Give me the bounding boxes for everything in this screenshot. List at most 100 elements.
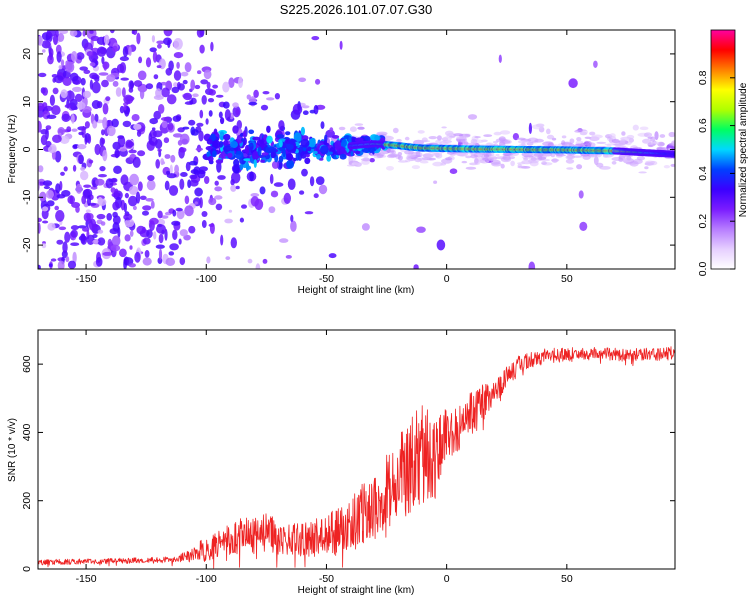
spectrogram-noise-cell <box>88 218 97 231</box>
spectrogram-faint-cell <box>613 143 624 146</box>
spectrogram-transition-cell <box>223 133 231 141</box>
spectrogram-faint-cell <box>397 152 403 156</box>
spectrogram-noise-cell <box>97 229 104 234</box>
spectrogram-noise-cell <box>96 213 106 220</box>
spectrogram-noise-cell <box>48 263 53 268</box>
spectrogram-noise-cell <box>42 206 49 212</box>
spectrogram-faint-cell <box>561 135 567 139</box>
spectrogram-noise-cell <box>578 190 584 199</box>
spectrogram-noise-cell <box>150 200 155 209</box>
spectrogram-faint-cell <box>523 155 534 158</box>
spectrogram-faint-cell <box>517 165 528 169</box>
spectrogram-noise-cell <box>38 165 44 173</box>
spectrogram-noise-cell <box>188 119 196 126</box>
spectrogram-noise-cell <box>179 229 188 237</box>
snr-y-tick-label: 600 <box>21 355 33 373</box>
spectrogram-noise-cell <box>103 61 108 71</box>
spectrogram-noise-cell <box>153 74 159 80</box>
spectrogram-noise-cell <box>196 122 204 127</box>
spectrogram-noise-cell <box>46 190 54 199</box>
spectrogram-noise-cell <box>177 83 185 91</box>
spectrogram-faint-cell <box>565 155 574 160</box>
spectrogram-cells <box>38 30 675 269</box>
spectrogram-noise-cell <box>60 171 65 176</box>
spectrogram-noise-cell <box>191 129 199 136</box>
spectrogram-noise-cell <box>87 195 91 207</box>
spectrogram-noise-cell <box>123 202 127 213</box>
spectrogram-noise-cell <box>65 61 75 73</box>
spectrogram-faint-cell <box>546 128 551 135</box>
spectrogram-noise-cell <box>115 87 122 97</box>
spectrogram-noise-cell <box>357 126 365 130</box>
spectrogram-noise-cell <box>313 193 319 199</box>
spectrogram-faint-cell <box>547 142 554 147</box>
spectrogram-noise-cell <box>56 194 66 199</box>
spectrogram-noise-cell <box>120 174 129 186</box>
spectrogram-transition-cell <box>323 140 328 146</box>
spectrogram-transition-cell <box>243 158 252 162</box>
spectrogram-noise-cell <box>128 195 138 207</box>
spectrogram-noise-cell <box>47 222 56 231</box>
spectrogram-noise-cell <box>70 242 80 246</box>
spectrogram-noise-cell <box>38 35 44 46</box>
spectrogram-noise-cell <box>110 30 115 34</box>
spectrogram-noise-cell <box>274 93 280 100</box>
spectrogram-noise-cell <box>74 93 83 102</box>
spectrogram-noise-cell <box>47 54 54 65</box>
spectrogram-transition-cell <box>293 132 302 143</box>
spectrogram-noise-cell <box>128 87 134 93</box>
spectrogram-transition-cell <box>331 135 340 139</box>
spectrogram-noise-cell <box>152 50 158 63</box>
spectrogram-transition-cell <box>270 151 276 159</box>
spectrogram-noise-cell <box>302 110 309 115</box>
spectrogram-transition-cell <box>355 150 361 155</box>
spectrogram-noise-cell <box>43 185 51 190</box>
spectrogram-x-tick-label: 50 <box>561 273 573 285</box>
spectrogram-noise-cell <box>175 207 183 212</box>
spectrogram-noise-cell <box>173 38 183 50</box>
spectrogram-x-tick-label: -100 <box>196 273 217 285</box>
spectrogram-noise-cell <box>54 75 64 84</box>
spectrogram-noise-cell <box>172 229 178 241</box>
spectrogram-noise-cell <box>57 260 65 269</box>
spectrogram-x-tick-label: 0 <box>444 273 450 285</box>
spectrogram-noise-cell <box>52 87 59 95</box>
spectrogram-faint-cell <box>621 131 626 136</box>
spectrogram-noise-cell <box>196 30 204 38</box>
snr-y-tick-label: 200 <box>21 492 33 510</box>
spectrogram-noise-cell <box>157 43 162 49</box>
spectrogram-noise-cell <box>270 190 279 198</box>
spectrogram-y-ticks: -20 -10 0 10 20 <box>21 48 675 253</box>
spectrogram-noise-cell <box>50 258 57 262</box>
spectrogram-transition-cell <box>300 138 310 148</box>
spectrogram-noise-cell <box>206 81 211 89</box>
spectrogram-noise-cell <box>101 56 105 65</box>
spectrogram-noise-cell <box>157 148 162 152</box>
spectrogram-faint-cell <box>411 165 420 170</box>
spectrogram-noise-cell <box>249 171 254 182</box>
spectrogram-transition-cell <box>313 150 318 155</box>
spectrogram-noise-cell <box>119 248 127 258</box>
spectrogram-noise-cell <box>165 257 176 266</box>
spectrogram-faint-cell <box>348 156 357 161</box>
spectrogram-noise-cell <box>54 205 59 211</box>
spectrogram-noise-cell <box>83 69 91 75</box>
spectrogram-noise-cell <box>179 178 185 190</box>
spectrogram-noise-cell <box>122 120 132 128</box>
spectrogram-noise-cell <box>98 174 107 178</box>
spectrogram-faint-cell <box>404 149 414 155</box>
spectrogram-transition-cell <box>212 140 221 149</box>
spectrogram-noise-cell <box>75 205 80 213</box>
spectrogram-faint-cell <box>351 162 360 166</box>
spectrogram-noise-cell <box>145 198 154 202</box>
spectrogram-faint-cell <box>574 130 583 133</box>
spectrogram-faint-cell <box>527 137 539 143</box>
spectrogram-noise-cell <box>156 224 166 234</box>
spectrogram-noise-cell <box>54 150 62 163</box>
spectrogram-noise-cell <box>135 191 141 204</box>
spectrogram-transition-cell <box>242 130 247 139</box>
spectrogram-noise-cell <box>318 184 328 195</box>
spectrogram-transition-cell <box>246 165 251 170</box>
colorbar-tick-label: 0.6 <box>697 118 709 133</box>
spectrogram-faint-cell <box>463 141 469 146</box>
